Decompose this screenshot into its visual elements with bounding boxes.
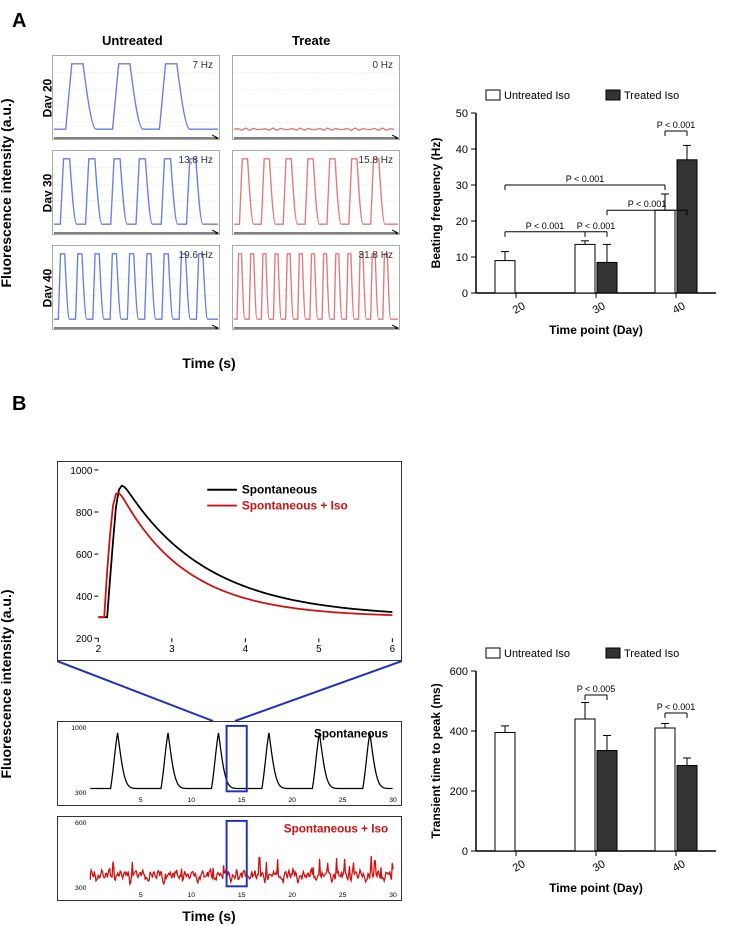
hz-label: 7 Hz — [192, 60, 213, 71]
svg-text:800: 800 — [76, 508, 93, 519]
svg-text:Treated Iso: Treated Iso — [624, 90, 679, 102]
svg-text:5: 5 — [316, 644, 322, 655]
svg-text:600: 600 — [76, 550, 93, 561]
svg-text:3: 3 — [169, 644, 175, 655]
svg-text:Spontaneous: Spontaneous — [314, 728, 389, 741]
panel-a-bar-chart: 0 10 20 30 40 50 Beating frequency (Hz) 20 30 40 T… — [426, 88, 726, 338]
hz-label: 19.6 Hz — [179, 250, 213, 261]
svg-text:5: 5 — [139, 797, 143, 804]
svg-text:30: 30 — [591, 858, 608, 875]
svg-text:30: 30 — [456, 180, 468, 192]
svg-text:200: 200 — [76, 634, 93, 645]
hz-label: 13,8 Hz — [179, 155, 213, 166]
svg-text:1000: 1000 — [71, 725, 86, 732]
col-header-treated: Treate — [292, 33, 330, 48]
trace-cell: 15.8 Hz — [232, 150, 400, 235]
panel-a: Fluorescence intensity (a.u.) Time (s) U… — [12, 33, 726, 353]
svg-text:P < 0.001: P < 0.001 — [566, 174, 605, 184]
svg-text:6: 6 — [390, 644, 396, 655]
svg-text:4: 4 — [243, 644, 249, 655]
svg-text:2: 2 — [96, 644, 102, 655]
svg-text:Untreated Iso: Untreated Iso — [504, 90, 570, 102]
hz-label: 31.8 Hz — [359, 250, 393, 261]
svg-text:Beating frequency (Hz): Beating frequency (Hz) — [429, 138, 443, 269]
hz-label: 0 Hz — [372, 60, 393, 71]
panel-b-label: B — [12, 393, 726, 416]
svg-text:Spontaneous: Spontaneous — [242, 483, 318, 497]
svg-text:1000: 1000 — [70, 466, 92, 477]
trace-cell: 13,8 Hz — [52, 150, 220, 235]
svg-text:20: 20 — [288, 797, 296, 804]
svg-text:50: 50 — [456, 108, 468, 120]
svg-text:20: 20 — [288, 892, 296, 899]
svg-text:25: 25 — [339, 797, 347, 804]
col-header-untreated: Untreated — [102, 33, 163, 48]
trace-cell: 7 Hz — [52, 55, 220, 140]
svg-text:600: 600 — [450, 666, 468, 678]
svg-text:10: 10 — [187, 797, 195, 804]
svg-text:5: 5 — [139, 892, 143, 899]
svg-text:600: 600 — [75, 820, 87, 827]
panel-b: Fluorescence intensity (a.u.) Time (s) 2… — [12, 461, 726, 906]
svg-text:0: 0 — [462, 846, 468, 858]
svg-text:P < 0.001: P < 0.001 — [577, 221, 616, 231]
svg-text:Time point (Day): Time point (Day) — [549, 881, 643, 895]
svg-text:40: 40 — [671, 858, 688, 875]
hz-label: 15.8 Hz — [359, 155, 393, 166]
svg-text:20: 20 — [511, 858, 528, 875]
svg-text:40: 40 — [671, 300, 688, 317]
svg-text:Treated Iso: Treated Iso — [624, 648, 679, 660]
panel-b-xlabel: Time (s) — [182, 908, 235, 924]
zoom-connector — [57, 661, 402, 721]
panel-b-bar-chart: 0 200 400 600 Transient time to peak (ms) 20 3… — [426, 646, 726, 896]
trace-cell: 19.6 Hz — [52, 245, 220, 330]
trace-cell: 0 Hz — [232, 55, 400, 140]
svg-text:Untreated Iso: Untreated Iso — [504, 648, 570, 660]
svg-text:Transient time to peak (ms): Transient time to peak (ms) — [429, 683, 443, 838]
svg-text:P < 0.001: P < 0.001 — [628, 199, 667, 209]
svg-text:20: 20 — [456, 216, 468, 228]
trace-cell: 31.8 Hz — [232, 245, 400, 330]
panel-b-trace-iso: 600 300 5 10 15 20 25 30 Spontaneous + Iso — [57, 816, 402, 901]
panel-b-zoom: 200 400 600 800 1000 2 3 4 5 6 Spontaneous Spontane… — [57, 461, 402, 661]
panel-b-ylabel: Fluorescence intensity (a.u.) — [0, 589, 14, 778]
panel-a-ylabel: Fluorescence intensity (a.u.) — [0, 98, 14, 287]
svg-text:30: 30 — [591, 300, 608, 317]
svg-text:400: 400 — [76, 592, 93, 603]
svg-text:40: 40 — [456, 144, 468, 156]
svg-text:P < 0.001: P < 0.001 — [657, 120, 696, 130]
panel-b-left: Fluorescence intensity (a.u.) Time (s) 2… — [12, 461, 406, 906]
svg-text:300: 300 — [75, 885, 87, 892]
svg-text:0: 0 — [462, 288, 468, 300]
svg-text:P < 0.001: P < 0.001 — [657, 702, 696, 712]
svg-text:15: 15 — [238, 892, 246, 899]
panel-a-label: A — [12, 10, 726, 33]
svg-text:P < 0.005: P < 0.005 — [577, 684, 616, 694]
figure: A Fluorescence intensity (a.u.) Time (s)… — [0, 0, 738, 926]
svg-text:30: 30 — [389, 797, 397, 804]
svg-text:10: 10 — [187, 892, 195, 899]
svg-text:10: 10 — [456, 252, 468, 264]
svg-text:Spontaneous + Iso: Spontaneous + Iso — [242, 499, 348, 513]
svg-text:400: 400 — [450, 726, 468, 738]
svg-text:25: 25 — [339, 892, 347, 899]
svg-text:300: 300 — [75, 790, 87, 797]
panel-a-traces: Fluorescence intensity (a.u.) Time (s) U… — [12, 33, 406, 353]
svg-text:30: 30 — [389, 892, 397, 899]
svg-text:P < 0.001: P < 0.001 — [526, 221, 565, 231]
panel-b-trace-spontaneous: 1000 300 5 10 15 20 25 30 Spontaneous — [57, 721, 402, 806]
svg-text:20: 20 — [511, 300, 528, 317]
svg-text:Time point (Day): Time point (Day) — [549, 323, 643, 337]
svg-text:200: 200 — [450, 786, 468, 798]
panel-a-xlabel: Time (s) — [182, 355, 235, 371]
svg-text:15: 15 — [238, 797, 246, 804]
svg-text:Spontaneous + Iso: Spontaneous + Iso — [284, 823, 388, 836]
